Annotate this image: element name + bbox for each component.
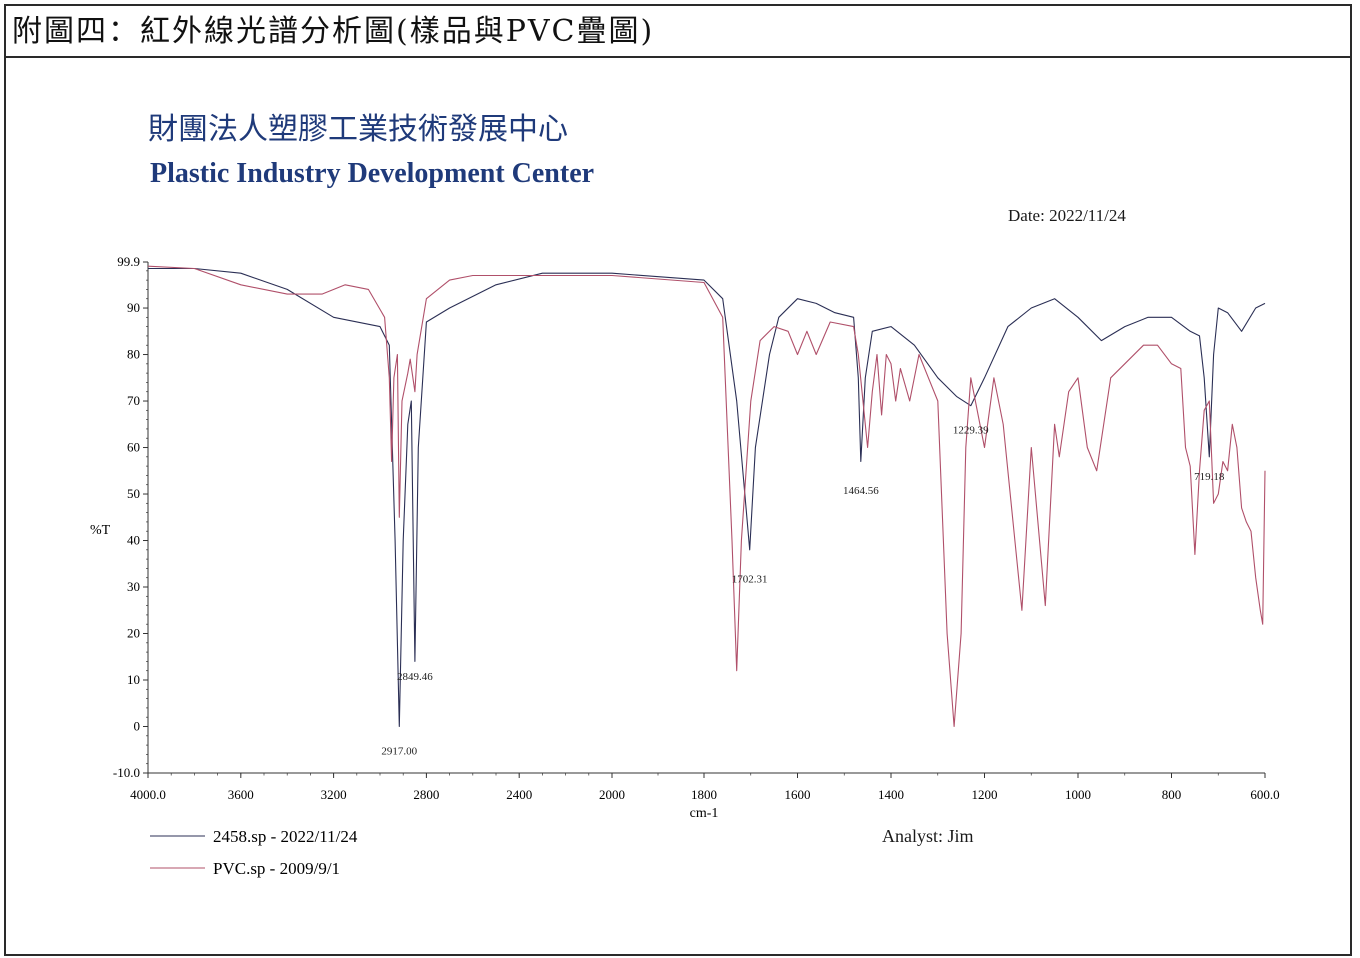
y-tick-label: 99.9 bbox=[117, 254, 140, 269]
pvc-spectrum-line bbox=[147, 265, 1266, 728]
sample-spectrum-line bbox=[148, 267, 1266, 728]
y-tick-label: -10.0 bbox=[113, 765, 140, 780]
peak-label: 1229.39 bbox=[953, 425, 989, 437]
x-tick-label: 2400 bbox=[506, 787, 532, 802]
chart-peak-labels: 2917.00 2849.46 1702.31 1464.56 1229.39 719.1… bbox=[381, 425, 1225, 758]
y-tick-label: 80 bbox=[127, 347, 140, 362]
y-axis-label: %T bbox=[90, 523, 111, 538]
peak-label: 719.18 bbox=[1194, 471, 1225, 483]
chart-series bbox=[147, 265, 1266, 728]
x-tick-label: 1000 bbox=[1065, 787, 1091, 802]
organization-name-chinese: 財團法人塑膠工業技術發展中心 bbox=[148, 112, 568, 147]
peak-label: 1464.56 bbox=[843, 485, 879, 497]
x-tick-label: 2000 bbox=[599, 787, 625, 802]
y-tick-label: 60 bbox=[127, 440, 140, 455]
report-frame: 附圖四：紅外線光譜分析圖(樣品與PVC疊圖) bbox=[4, 4, 1352, 956]
figure-caption: 附圖四：紅外線光譜分析圖(樣品與PVC疊圖) bbox=[6, 6, 1350, 58]
peak-label: 1702.31 bbox=[732, 573, 768, 585]
y-tick-label: 70 bbox=[127, 393, 140, 408]
legend-entry: 2458.sp - 2022/11/24 bbox=[213, 827, 358, 846]
peak-label: 2917.00 bbox=[381, 745, 417, 757]
x-tick-label: 1600 bbox=[785, 787, 811, 802]
y-tick-label: 0 bbox=[134, 719, 141, 734]
analyst-name: Analyst: Jim bbox=[882, 826, 974, 846]
peak-label: 2849.46 bbox=[397, 671, 433, 683]
x-tick-label: 1800 bbox=[691, 787, 717, 802]
x-tick-label: 4000.0 bbox=[130, 787, 166, 802]
y-tick-label: 30 bbox=[127, 579, 140, 594]
y-tick-label: 10 bbox=[127, 672, 140, 687]
y-tick-label: 50 bbox=[127, 486, 140, 501]
organization-name-english: Plastic Industry Development Center bbox=[150, 158, 595, 189]
x-tick-label: 800 bbox=[1162, 787, 1182, 802]
x-axis-label: cm-1 bbox=[690, 806, 719, 821]
report-date: Date: 2022/11/24 bbox=[1008, 206, 1126, 225]
y-tick-label: 90 bbox=[127, 300, 140, 315]
chart-ticks: 99.9 90 80 70 60 50 40 30 20 10 0 -10.0 4000.0 3600 32… bbox=[113, 254, 1280, 802]
x-tick-label: 600.0 bbox=[1250, 787, 1279, 802]
chart-legend: 2458.sp - 2022/11/24 PVC.sp - 2009/9/1 bbox=[150, 827, 358, 878]
y-tick-label: 20 bbox=[127, 626, 140, 641]
x-tick-label: 3200 bbox=[321, 787, 347, 802]
x-tick-label: 3600 bbox=[228, 787, 254, 802]
y-tick-label: 40 bbox=[127, 533, 140, 548]
x-tick-label: 1200 bbox=[972, 787, 998, 802]
x-tick-label: 2800 bbox=[413, 787, 439, 802]
legend-entry: PVC.sp - 2009/9/1 bbox=[213, 859, 340, 878]
chart-axes bbox=[147, 262, 1265, 774]
x-tick-label: 1400 bbox=[878, 787, 904, 802]
